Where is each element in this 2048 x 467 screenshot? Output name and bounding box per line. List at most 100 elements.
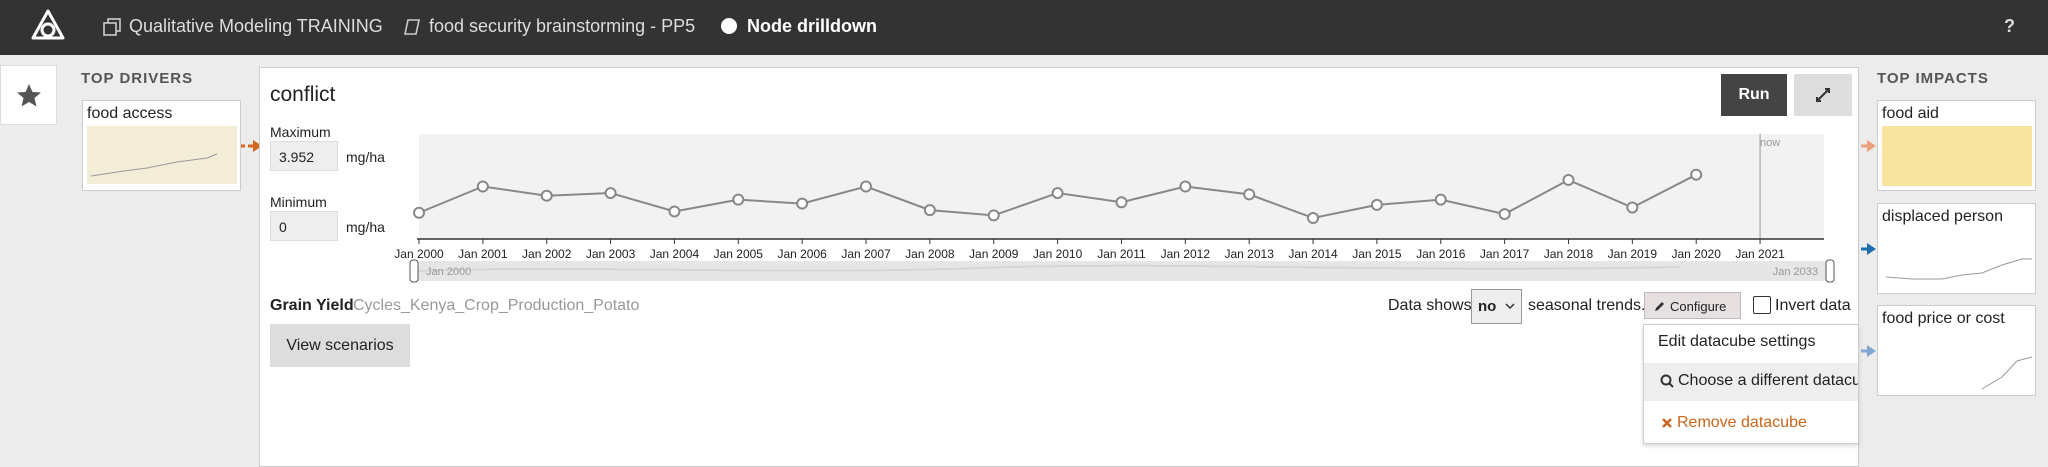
impact-label: food aid (1882, 105, 1939, 122)
point (923, 204, 936, 217)
maximum-label: Maximum (270, 124, 331, 140)
menu-item[interactable]: Edit datacube settings (1658, 333, 1816, 350)
maximum-input[interactable]: 3.952 (270, 141, 338, 171)
point (860, 180, 873, 193)
x-tick-label: Jan 2001 (458, 247, 508, 261)
impact-arrow (1861, 345, 1876, 357)
sparkline (1882, 126, 2032, 186)
x-tick-label: Jan 2020 (1672, 247, 1722, 261)
plot-area (419, 134, 1824, 239)
minimum-input[interactable]: 0 (270, 211, 338, 241)
impact-arrow (1861, 140, 1876, 152)
datacube-name: Cycles_Kenya_Crop_Production_Potato (353, 297, 640, 314)
run-button[interactable]: Run (1721, 74, 1787, 116)
x-tick-label: Jan 2009 (969, 247, 1019, 261)
point (1562, 173, 1575, 186)
menu-item-highlight (1644, 363, 1858, 401)
brush-context (417, 264, 1681, 272)
point (1051, 187, 1064, 200)
now-label: now (1760, 137, 1780, 149)
configure-button[interactable]: Configure (1644, 292, 1741, 319)
model-link[interactable]: food security brainstorming - PP5 (429, 16, 696, 36)
x-tick-label: Jan 2000 (394, 247, 444, 261)
x-tick-label: Jan 2021 (1735, 247, 1785, 261)
impact-label: food price or cost (1882, 310, 2005, 327)
x-tick-label: Jan 2005 (714, 247, 764, 261)
x-tick-label: Jan 2012 (1161, 247, 1211, 261)
invert-checkbox[interactable] (1753, 296, 1771, 314)
help[interactable]: ? (2004, 16, 2015, 36)
point (987, 209, 1000, 222)
logo[interactable] (30, 8, 66, 46)
x-tick-label: Jan 2019 (1608, 247, 1658, 261)
driver-card[interactable]: food access (82, 100, 241, 191)
x-tick-label: Jan 2014 (1288, 247, 1338, 261)
x-tick-label: Jan 2017 (1480, 247, 1530, 261)
maximum-unit: mg/ha (346, 149, 385, 165)
brush-end: Jan 2033 (1773, 266, 1818, 278)
impact-card[interactable]: food aid (1877, 100, 2036, 191)
x-tick-label: Jan 2015 (1352, 247, 1402, 261)
sparkline (1882, 228, 2032, 289)
x-tick-label: Jan 2004 (650, 247, 700, 261)
x-tick-label: Jan 2002 (522, 247, 572, 261)
point (1626, 201, 1639, 214)
page-icon (721, 18, 737, 34)
project-link[interactable]: Qualitative Modeling TRAINING (129, 16, 383, 36)
configure-menu: Edit datacube settings Choose a differen… (1643, 324, 1859, 444)
x-tick-label: Jan 2006 (777, 247, 827, 261)
minimum-unit: mg/ha (346, 219, 385, 235)
point (796, 197, 809, 210)
bookmark-button[interactable] (0, 65, 57, 125)
brush-start: Jan 2000 (426, 266, 471, 278)
seasonal-select[interactable]: no (1471, 289, 1522, 324)
x-tick-label: Jan 2007 (841, 247, 891, 261)
point (732, 193, 745, 206)
point (1115, 196, 1128, 209)
menu-item[interactable]: Choose a different datacube (1678, 372, 1859, 389)
x-tick-label: Jan 2016 (1416, 247, 1466, 261)
collapse-button[interactable] (1794, 74, 1852, 116)
invert-label: Invert data (1775, 297, 1851, 314)
impact-card[interactable]: food price or cost (1877, 305, 2036, 396)
top-drivers-title: TOP DRIVERS (81, 70, 194, 87)
seasonal-prefix: Data shows (1388, 297, 1472, 314)
point (413, 206, 425, 219)
point (1690, 168, 1703, 181)
point (1498, 208, 1511, 221)
view-scenarios-button[interactable]: View scenarios (270, 324, 410, 367)
node-title: conflict (270, 83, 336, 106)
x-tick-label: Jan 2008 (905, 247, 955, 261)
x-tick-label: Jan 2013 (1224, 247, 1274, 261)
seasonal-suffix: seasonal trends. (1528, 297, 1646, 314)
impact-label: displaced person (1882, 207, 2003, 225)
point (604, 187, 617, 200)
point (1243, 188, 1256, 201)
x-tick-label: Jan 2010 (1033, 247, 1083, 261)
indicator-name: Grain Yield (270, 297, 354, 314)
point (668, 205, 681, 218)
brush-handle (409, 259, 419, 283)
menu-item[interactable]: Remove datacube (1677, 414, 1807, 431)
top-impacts-title: TOP IMPACTS (1877, 70, 1989, 87)
point (1179, 180, 1192, 193)
top-bar: Qualitative Modeling TRAINING food secur… (0, 0, 2048, 55)
point (1434, 193, 1447, 206)
seasonal-value: no (1478, 298, 1497, 315)
driver-label: food access (87, 105, 173, 122)
point (540, 189, 553, 202)
x-tick-label: Jan 2011 (1097, 247, 1146, 261)
x-tick-label: Jan 2018 (1544, 247, 1594, 261)
driver-arrow (241, 140, 262, 152)
impact-arrow (1861, 242, 1876, 255)
project-icon (103, 18, 121, 36)
minimum-label: Minimum (270, 194, 327, 210)
model-icon (404, 19, 420, 35)
x-tick-label: Jan 2003 (586, 247, 636, 261)
brush-handle (1825, 259, 1835, 283)
configure-label: Configure (1670, 299, 1727, 314)
point (476, 180, 489, 193)
brush-track (410, 261, 1834, 281)
impact-card[interactable]: displaced person (1877, 202, 2036, 294)
